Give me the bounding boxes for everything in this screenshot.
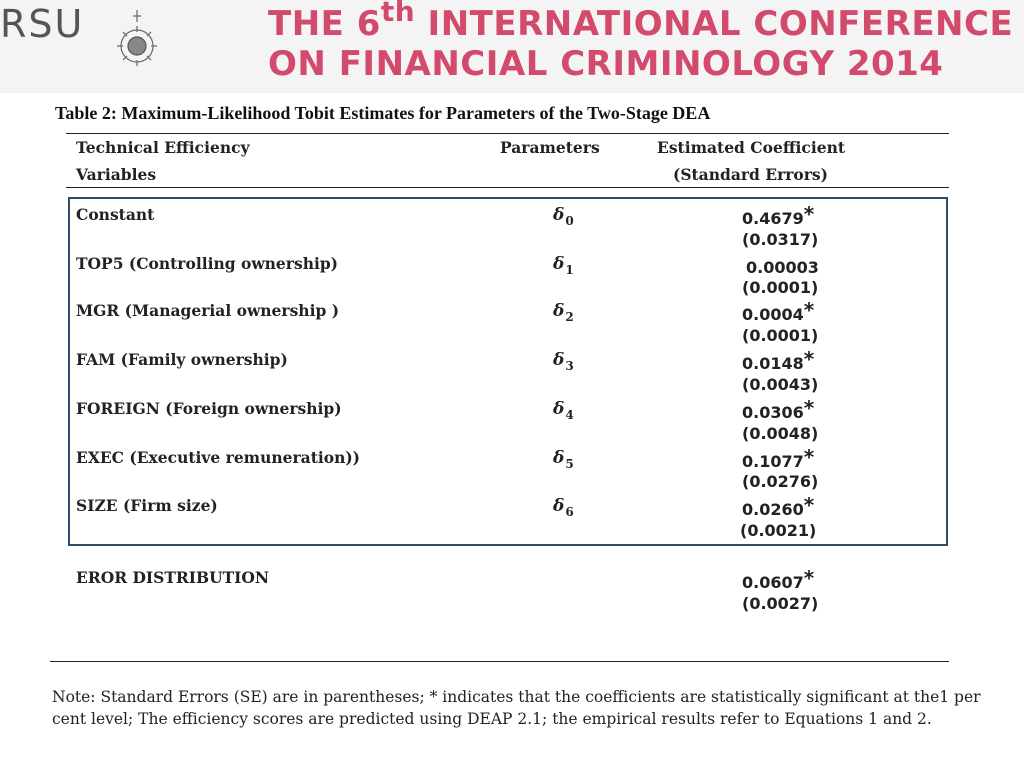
row-variable-constant: Constant — [76, 205, 155, 224]
table-header-rule — [66, 187, 949, 188]
header-parameters: Parameters — [500, 138, 600, 157]
conference-title-line1: THE 6th INTERNATIONAL CONFERENCE — [268, 0, 1014, 44]
row-se-error-distribution: (0.0027) — [742, 594, 819, 613]
row-parameter-delta4: δ4 — [553, 399, 574, 422]
row-se-fam: (0.0043) — [742, 375, 819, 394]
row-parameter-delta3: δ3 — [553, 350, 574, 373]
row-coefficient-constant: 0.4679* — [742, 202, 815, 228]
row-se-exec: (0.0276) — [742, 472, 819, 491]
header-coefficient-line1: Estimated Coefficient — [657, 138, 846, 157]
table-note: Note: Standard Errors (SE) are in parent… — [52, 688, 981, 728]
row-variable-error-distribution: EROR DISTRIBUTION — [76, 568, 270, 587]
row-coefficient-top5: 0.00003 — [746, 258, 819, 277]
header-variables-line1: Technical Efficiency — [76, 138, 250, 157]
conference-banner: RSU THE 6th INTERNATIONAL CONFERENCE ON … — [0, 0, 1024, 93]
university-logo-text: RSU — [0, 2, 85, 46]
table-bottom-rule — [50, 661, 949, 662]
row-coefficient-fam: 0.0148* — [742, 347, 815, 373]
row-coefficient-size: 0.0260* — [742, 493, 815, 519]
estimates-box — [68, 197, 948, 546]
row-parameter-delta6: δ6 — [553, 496, 574, 519]
header-coefficient-line2: (Standard Errors) — [673, 165, 828, 184]
row-variable-top5: TOP5 (Controlling ownership) — [76, 254, 339, 273]
row-coefficient-error-distribution: 0.0607* — [742, 566, 815, 592]
row-parameter-delta2: δ2 — [553, 301, 574, 324]
row-se-top5: (0.0001) — [742, 278, 819, 297]
emblem-icon — [117, 10, 157, 66]
header-variables-line2: Variables — [76, 165, 157, 184]
row-variable-exec: EXEC (Executive remuneration)) — [76, 448, 361, 467]
conference-title-line2: ON FINANCIAL CRIMINOLOGY 2014 — [268, 44, 944, 84]
row-coefficient-mgr: 0.0004* — [742, 298, 815, 324]
row-variable-size: SIZE (Firm size) — [76, 496, 218, 515]
row-variable-foreign: FOREIGN (Foreign ownership) — [76, 399, 342, 418]
table-top-rule — [66, 133, 949, 134]
row-se-constant: (0.0317) — [742, 230, 819, 249]
row-variable-mgr: MGR (Managerial ownership ) — [76, 301, 340, 320]
row-se-foreign: (0.0048) — [742, 424, 819, 443]
row-se-mgr: (0.0001) — [742, 326, 819, 345]
row-parameter-delta5: δ5 — [553, 448, 574, 471]
row-parameter-delta1: δ1 — [553, 254, 574, 277]
row-parameter-delta0: δ0 — [553, 205, 574, 228]
table-caption: Table 2: Maximum-Likelihood Tobit Estima… — [55, 103, 711, 123]
row-se-size: (0.0021) — [740, 521, 817, 540]
row-coefficient-exec: 0.1077* — [742, 445, 815, 471]
row-coefficient-foreign: 0.0306* — [742, 396, 815, 422]
conference-title: THE 6th INTERNATIONAL CONFERENCE ON FINA… — [268, 0, 1014, 84]
row-variable-fam: FAM (Family ownership) — [76, 350, 288, 369]
